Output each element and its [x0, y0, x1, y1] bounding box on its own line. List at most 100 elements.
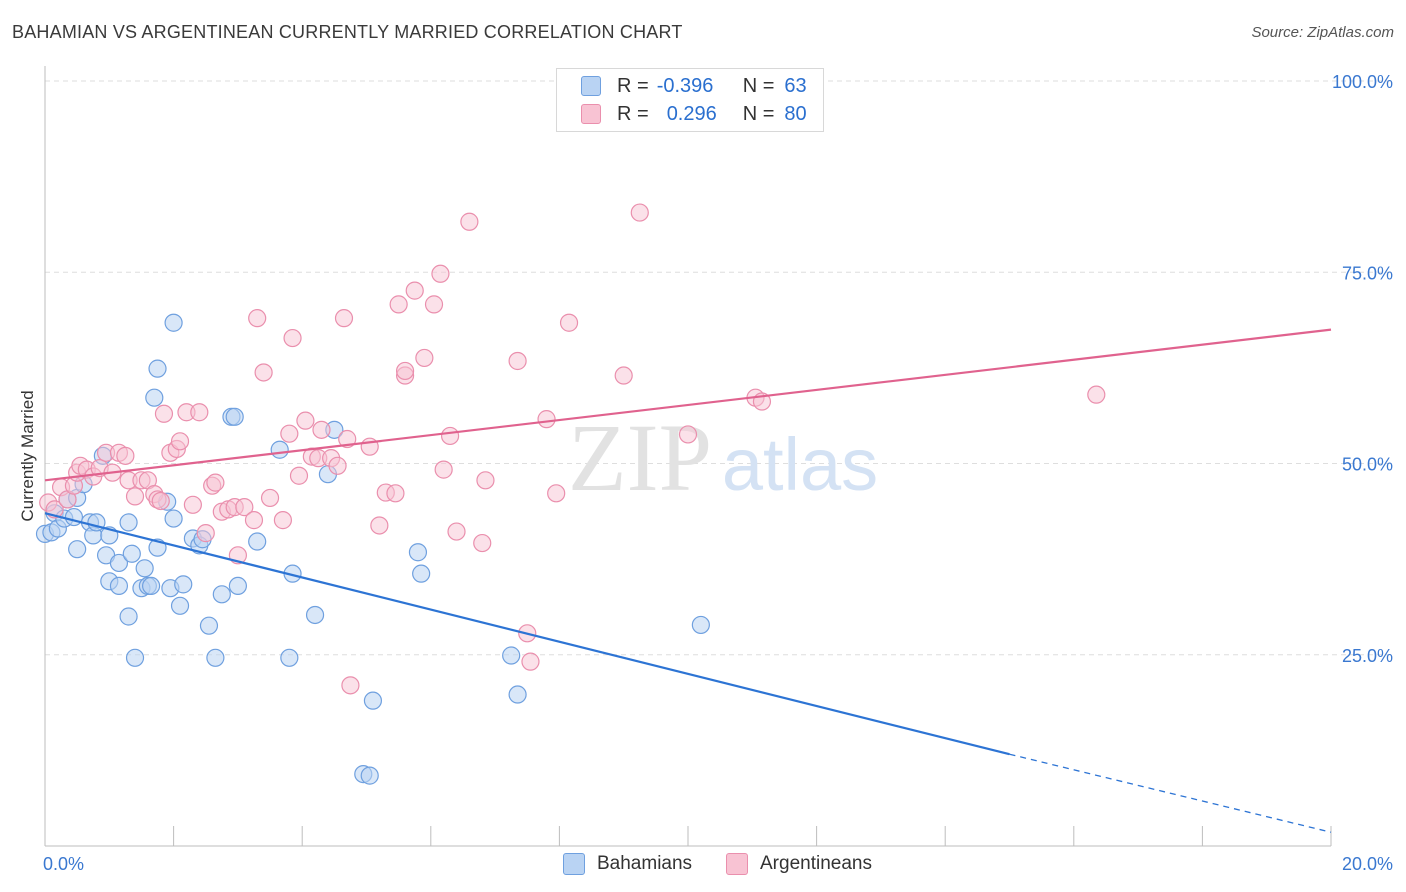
- bahamian-point: [119, 607, 138, 626]
- bahamian-point: [170, 596, 190, 615]
- legend-item-bahamians: Bahamians: [563, 852, 692, 876]
- stats-legend: R = -0.396 N = 63 R = 0.296 N = 80: [556, 68, 824, 132]
- bahamian-point: [305, 605, 325, 625]
- bahamians-trend-extension: [1009, 753, 1332, 833]
- bahamian-point: [141, 576, 161, 596]
- bahamian-point: [109, 576, 129, 596]
- n-value: 80: [784, 102, 807, 125]
- bahamian-point: [248, 532, 267, 551]
- argentinean-point: [415, 348, 434, 368]
- y-tick-label: 100.0%: [1332, 72, 1393, 92]
- legend-swatch-pink: [726, 853, 748, 875]
- argentinean-point: [151, 491, 170, 511]
- axes: [44, 66, 1332, 847]
- argentinean-point: [460, 212, 479, 231]
- argentinean-point: [370, 516, 389, 535]
- argentinean-point: [389, 295, 408, 314]
- argentinean-point: [283, 328, 302, 348]
- bahamian-point: [145, 388, 164, 407]
- argentinean-point: [341, 676, 360, 695]
- bahamian-point: [206, 648, 225, 667]
- n-value: 63: [784, 74, 807, 97]
- n-label: N =: [742, 102, 775, 125]
- argentineans-points: [39, 203, 1106, 695]
- bahamian-point: [508, 685, 527, 704]
- bahamian-point: [122, 544, 141, 563]
- argentinean-point: [521, 652, 540, 671]
- argentinean-point: [508, 351, 527, 371]
- argentinean-point: [196, 524, 215, 543]
- argentinean-point: [476, 471, 495, 490]
- argentinean-point: [183, 495, 202, 514]
- argentinean-point: [434, 460, 453, 479]
- argentinean-point: [154, 404, 174, 423]
- bahamian-point: [270, 440, 289, 459]
- argentinean-point: [273, 511, 293, 530]
- bahamians-points: [35, 313, 710, 785]
- bahamian-point: [360, 766, 379, 785]
- argentinean-point: [547, 484, 566, 503]
- bahamian-point: [225, 407, 244, 426]
- watermark-zip: ZIP: [568, 404, 712, 511]
- argentinean-point: [424, 295, 444, 314]
- argentinean-point: [386, 484, 405, 503]
- argentinean-point: [678, 425, 698, 444]
- x-tick-label: 20.0%: [1342, 854, 1393, 874]
- bahamian-point: [174, 575, 193, 594]
- argentinean-point: [280, 424, 299, 443]
- argentinean-point: [125, 487, 145, 506]
- argentinean-point: [338, 429, 357, 449]
- argentinean-point: [1087, 385, 1106, 404]
- legend-swatch-pink: [581, 104, 601, 124]
- tick-labels: 25.0% 50.0% 75.0% 100.0% 0.0% 20.0%: [43, 72, 1393, 874]
- watermark: ZIP atlas: [568, 404, 878, 511]
- argentinean-point: [328, 456, 347, 475]
- argentinean-point: [244, 511, 264, 530]
- bahamian-point: [691, 615, 710, 635]
- bahamian-point: [212, 585, 231, 604]
- argentinean-point: [537, 410, 556, 429]
- r-label: R =: [617, 74, 649, 97]
- bahamian-point: [363, 691, 383, 710]
- argentinean-point: [116, 446, 135, 465]
- argentinean-point: [260, 488, 280, 508]
- legend-label: Argentineans: [760, 853, 872, 874]
- legend-swatch-blue: [563, 853, 585, 875]
- argentinean-point: [431, 264, 450, 283]
- bahamian-point: [228, 576, 247, 596]
- argentinean-point: [473, 533, 492, 553]
- trend-lines: [44, 328, 1332, 833]
- legend-item-argentineans: Argentineans: [726, 852, 872, 876]
- legend-label: Bahamians: [597, 853, 693, 874]
- argentinean-point: [170, 432, 190, 451]
- argentinean-point: [289, 466, 309, 485]
- bahamian-point: [502, 646, 521, 665]
- r-label: R =: [617, 102, 649, 125]
- r-value: -0.396: [656, 74, 714, 97]
- argentinean-point: [248, 309, 267, 328]
- bahamian-point: [408, 543, 428, 562]
- bahamian-point: [119, 513, 138, 532]
- argentinean-point: [614, 366, 633, 385]
- y-tick-label: 50.0%: [1342, 455, 1393, 475]
- y-tick-label: 75.0%: [1342, 263, 1393, 283]
- argentinean-point: [395, 361, 415, 381]
- argentineans-trend-line: [44, 328, 1332, 482]
- watermark-atlas: atlas: [722, 423, 878, 506]
- argentinean-point: [630, 203, 649, 222]
- argentinean-point: [296, 411, 315, 430]
- argentinean-point: [334, 309, 354, 328]
- bahamian-point: [164, 313, 183, 332]
- argentinean-point: [235, 498, 254, 517]
- argentinean-point: [206, 473, 225, 492]
- bahamian-point: [148, 359, 167, 378]
- legend-row-argentineans: R = 0.296 N = 80: [581, 101, 807, 127]
- bahamian-point: [68, 540, 87, 559]
- chart-title: BAHAMIAN VS ARGENTINEAN CURRENTLY MARRIE…: [12, 22, 683, 42]
- argentinean-point: [559, 313, 579, 332]
- argentinean-point: [405, 281, 424, 300]
- bahamian-point: [199, 616, 219, 635]
- argentinean-point: [190, 403, 209, 422]
- grid-lines: [45, 80, 1394, 656]
